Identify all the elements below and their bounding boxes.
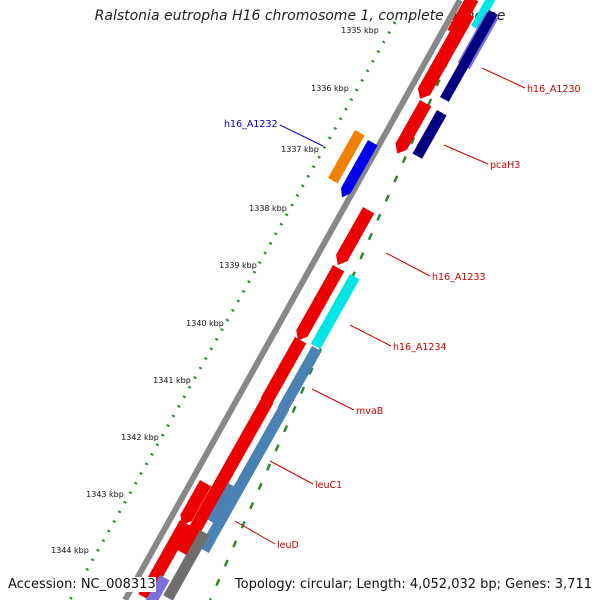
tick-label: 1343 kbp [86, 490, 124, 499]
label-leader-line [443, 144, 489, 165]
gene-label-h16_a1234[interactable]: h16_A1234 [393, 342, 447, 353]
gene-block[interactable] [470, 0, 496, 30]
tick-label: 1337 kbp [281, 145, 319, 154]
gene-block-h16_A1234[interactable] [310, 274, 360, 349]
gene-block[interactable] [260, 337, 307, 405]
gene-label-leud[interactable]: leuD [277, 540, 299, 551]
label-leader-line [349, 324, 392, 347]
label-leader-line [269, 460, 314, 485]
tick-label: 1342 kbp [121, 433, 159, 442]
gene-block[interactable] [341, 140, 378, 198]
gene-label-h16_a1230[interactable]: h16_A1230 [527, 84, 581, 95]
tick-label: 1340 kbp [186, 319, 224, 328]
gene-block[interactable] [180, 480, 212, 525]
gene-block[interactable] [143, 575, 170, 600]
label-leader-line [481, 67, 526, 89]
gene-label-mvab[interactable]: mvaB [356, 406, 383, 417]
gene-block-leuD[interactable] [207, 483, 238, 525]
gene-block[interactable] [176, 397, 274, 556]
gene-label-leuc1[interactable]: leuC1 [315, 480, 342, 491]
backbone-line [122, 0, 463, 600]
gene-label-h16_a1233[interactable]: h16_A1233 [432, 272, 486, 283]
tick-label: 1338 kbp [249, 204, 287, 213]
accession-text: Accession: NC_008313 [8, 577, 156, 592]
gene-label-pcah3[interactable]: pcaH3 [490, 160, 520, 171]
gene-block[interactable] [395, 100, 432, 154]
tick-label: 1335 kbp [341, 26, 379, 35]
gene-block[interactable] [417, 10, 475, 99]
gene-block-h16_A1233[interactable] [336, 207, 375, 265]
label-leader-line [311, 388, 355, 411]
gene-label-h16_a1232[interactable]: h16_A1232 [224, 119, 278, 130]
tick-label: 1339 kbp [219, 261, 257, 270]
tick-label: 1344 kbp [51, 546, 89, 555]
gene-block-mvaB[interactable] [277, 346, 322, 413]
gc-track-outer [68, 21, 397, 600]
gene-block[interactable] [440, 10, 498, 102]
topology-text: Topology: circular; Length: 4,052,032 bp… [234, 577, 592, 592]
gene-block[interactable] [412, 110, 447, 159]
map-title: Ralstonia eutropha H16 chromosome 1, com… [94, 8, 506, 24]
gene-block[interactable] [296, 265, 345, 341]
tick-label: 1341 kbp [153, 376, 191, 385]
gene-block-h16_A1232[interactable] [328, 130, 365, 184]
label-leader-line [234, 520, 276, 545]
label-leader-line [385, 252, 431, 277]
gene-block-leuC1[interactable] [199, 404, 290, 553]
tick-label: 1336 kbp [311, 84, 349, 93]
label-leader-line [279, 124, 324, 147]
gene-block[interactable] [163, 530, 210, 600]
